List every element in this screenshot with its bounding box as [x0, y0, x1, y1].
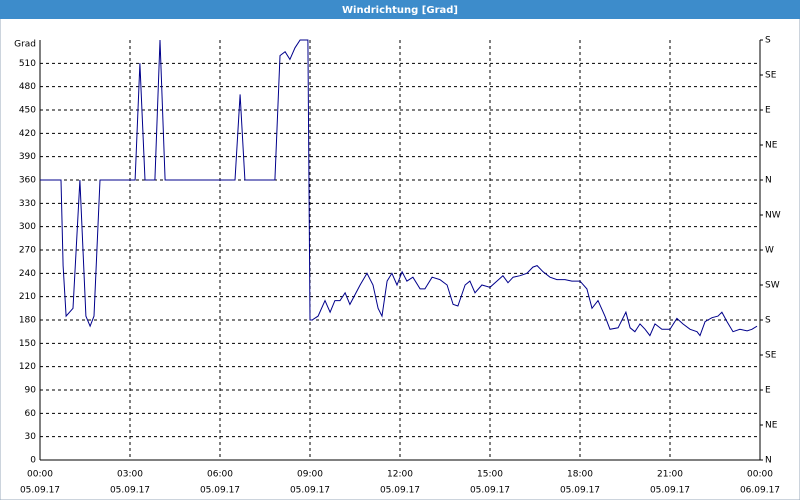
x-tick-label: 06:00 [207, 470, 233, 480]
x-tick-date: 05.09.17 [470, 486, 510, 496]
x-tick-date: 05.09.17 [650, 486, 690, 496]
x-tick-date: 05.09.17 [200, 486, 240, 496]
y-tick-label: 240 [19, 269, 36, 279]
y2-tick-label: E [765, 386, 771, 396]
plot-area: 0 30 60 90 120 150 180 210 240 270 300 330 360 390 420… [14, 36, 781, 496]
x-tick-label: 12:00 [387, 470, 413, 480]
x-tick-label: 18:00 [567, 470, 593, 480]
data-line [40, 39, 758, 337]
y-tick-label: 60 [25, 409, 37, 419]
y-tick-label: 420 [19, 129, 36, 139]
y-tick-label: 390 [19, 152, 36, 162]
y-tick-label: 510 [19, 59, 36, 69]
chart-title: Windrichtung [Grad] [342, 5, 458, 16]
x-tick-date: 06.09.17 [740, 486, 780, 496]
x-tick-label: 15:00 [477, 470, 503, 480]
y2-tick-label: E [765, 106, 771, 116]
y-tick-label: 120 [19, 362, 36, 372]
y2-tick-label: SW [765, 281, 780, 291]
y2-tick-label: SE [765, 351, 777, 361]
x-tick-label: 21:00 [657, 470, 683, 480]
x-tick-date: 05.09.17 [290, 486, 330, 496]
y2-tick-label: NW [765, 211, 781, 221]
y-tick-label: 300 [19, 222, 36, 232]
y-tick-label: 30 [25, 432, 37, 442]
y2-tick-label: SE [765, 71, 777, 81]
x-tick-label: 09:00 [297, 470, 323, 480]
y-tick-label: 450 [19, 106, 36, 116]
title-bar [0, 0, 800, 19]
y-tick-label: 0 [30, 456, 36, 466]
y-tick-label: 180 [19, 316, 36, 326]
y-tick-label: 210 [19, 292, 36, 302]
y2-tick-label: W [765, 246, 774, 256]
y2-tick-label: NE [765, 141, 778, 151]
y-tick-label: Grad [14, 40, 36, 50]
y-tick-label: 330 [19, 199, 36, 209]
y2-tick-label: NE [765, 421, 778, 431]
x-tick-date: 05.09.17 [380, 486, 420, 496]
y-tick-label: 360 [19, 176, 36, 186]
y-tick-label: 270 [19, 246, 36, 256]
y2-tick-label: S [765, 316, 771, 326]
x-tick-date: 05.09.17 [110, 486, 150, 496]
x-tick-date: 05.09.17 [20, 486, 60, 496]
y-tick-label: 90 [25, 386, 37, 396]
y-tick-label: 150 [19, 339, 36, 349]
y2-tick-label: N [765, 456, 772, 466]
x-tick-label: 00:00 [27, 470, 53, 480]
y-tick-label: 480 [19, 82, 36, 92]
y2-tick-label: S [765, 36, 771, 46]
y2-tick-label: N [765, 176, 772, 186]
x-tick-date: 05.09.17 [560, 486, 600, 496]
x-tick-label: 00:00 [747, 470, 773, 480]
x-tick-label: 03:00 [117, 470, 143, 480]
